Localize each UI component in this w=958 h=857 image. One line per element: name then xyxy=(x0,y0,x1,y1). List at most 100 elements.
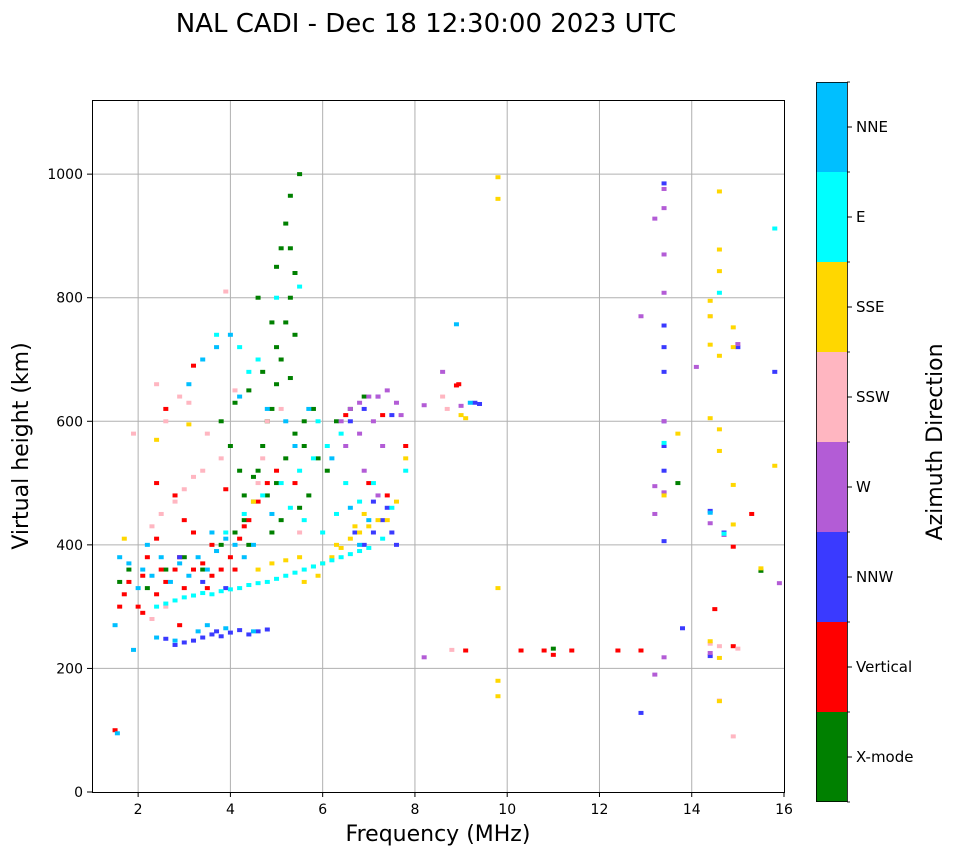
data-point xyxy=(195,629,201,634)
data-point xyxy=(518,648,524,653)
data-point xyxy=(264,627,270,632)
data-point xyxy=(241,493,247,498)
series-nnw xyxy=(163,181,778,715)
data-point xyxy=(283,320,289,325)
data-point xyxy=(661,440,667,445)
data-point xyxy=(149,617,155,621)
colorbar-title: Azimuth Direction xyxy=(923,343,948,540)
series-nne xyxy=(112,322,713,736)
data-point xyxy=(163,419,169,424)
data-point xyxy=(707,342,713,347)
data-point xyxy=(158,567,164,572)
data-point xyxy=(615,648,621,653)
data-point xyxy=(693,364,699,369)
data-point xyxy=(324,468,330,473)
data-point xyxy=(421,403,427,408)
data-point xyxy=(357,530,363,535)
data-point xyxy=(131,431,137,436)
x-axis-ticks: 2 4 6 8 10 12 14 16 xyxy=(134,792,793,818)
data-point xyxy=(209,542,215,547)
data-point xyxy=(121,536,127,541)
data-point xyxy=(495,678,501,683)
data-point xyxy=(380,413,386,418)
data-point xyxy=(241,555,247,560)
data-point xyxy=(223,289,229,294)
data-point xyxy=(403,444,409,448)
data-point xyxy=(287,505,293,510)
data-point xyxy=(255,499,261,504)
data-point xyxy=(297,468,303,473)
data-point xyxy=(264,493,270,498)
data-point xyxy=(177,555,183,560)
data-point xyxy=(167,579,173,584)
data-point xyxy=(661,186,667,191)
data-point xyxy=(661,419,667,424)
data-point xyxy=(772,369,778,374)
data-point xyxy=(158,511,164,516)
data-point xyxy=(204,567,210,572)
data-point xyxy=(186,382,192,387)
data-point xyxy=(749,511,755,516)
data-point xyxy=(190,593,196,598)
data-point xyxy=(154,536,160,541)
data-point xyxy=(716,427,722,432)
data-point xyxy=(232,530,238,535)
data-point xyxy=(241,518,247,523)
data-point xyxy=(181,640,187,645)
data-point xyxy=(675,481,681,486)
data-point xyxy=(195,555,201,560)
data-point xyxy=(246,369,252,374)
data-point xyxy=(329,456,335,461)
data-point xyxy=(661,252,667,257)
data-point xyxy=(297,172,303,177)
data-point xyxy=(158,555,164,560)
data-point xyxy=(181,586,187,591)
x-tick-label: 10 xyxy=(498,802,516,818)
data-point xyxy=(366,481,372,486)
data-point xyxy=(675,431,681,436)
data-point xyxy=(384,388,390,393)
data-point xyxy=(135,604,141,609)
data-point xyxy=(361,468,367,473)
data-point xyxy=(186,573,192,578)
data-point xyxy=(214,629,220,634)
data-point xyxy=(393,499,399,504)
y-tick-label: 400 xyxy=(56,538,83,554)
data-point xyxy=(154,592,160,597)
data-point xyxy=(292,570,298,575)
colorbar-label: SSW xyxy=(856,388,890,406)
data-point xyxy=(232,388,238,393)
data-point xyxy=(274,264,280,269)
data-point xyxy=(121,592,127,597)
data-point xyxy=(163,567,169,572)
data-point xyxy=(255,581,261,586)
data-point xyxy=(227,587,233,592)
data-point xyxy=(172,598,178,603)
data-point xyxy=(255,481,261,486)
data-point xyxy=(172,567,178,572)
data-point xyxy=(190,363,196,368)
data-point xyxy=(135,586,141,591)
data-point xyxy=(357,431,363,436)
colorbar-label: NNE xyxy=(856,118,888,136)
data-point xyxy=(735,345,741,350)
data-point xyxy=(163,604,169,609)
colorbar-label: E xyxy=(856,208,865,226)
data-point xyxy=(366,518,372,523)
data-point xyxy=(292,481,298,486)
data-point xyxy=(716,189,722,194)
data-point xyxy=(287,246,293,251)
y-tick-label: 1000 xyxy=(47,167,83,183)
x-tick-label: 6 xyxy=(318,802,327,818)
data-point xyxy=(421,655,427,660)
data-point xyxy=(569,648,575,653)
y-tick-label: 600 xyxy=(56,414,83,430)
data-point xyxy=(190,567,196,572)
data-point xyxy=(200,591,206,596)
data-point xyxy=(140,567,146,572)
data-point xyxy=(172,499,178,504)
data-point xyxy=(177,561,183,566)
data-point xyxy=(186,400,192,405)
data-point xyxy=(661,181,667,186)
